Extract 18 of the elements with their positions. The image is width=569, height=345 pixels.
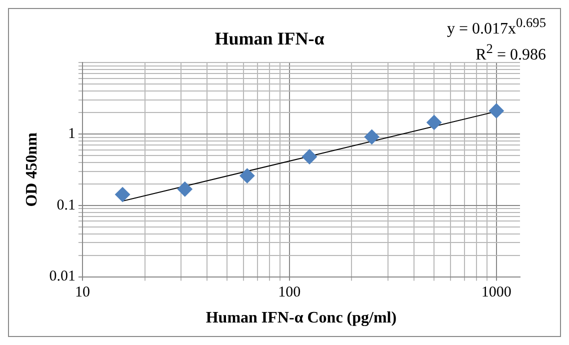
point [240,168,255,184]
x-tick-label: 100 [278,284,301,301]
text: y = 0.017x$^{0.695}$ [446,14,546,40]
point [302,149,317,164]
y-axis-title: OD 450nm [24,132,41,207]
point [364,129,380,144]
chart-title: Human IFN-α [214,28,324,48]
point [177,182,192,197]
x-tick-label: 10 [74,284,90,301]
point [115,187,130,202]
y-tick-label: 1 [68,126,76,142]
x-tick-label: 1000 [481,284,512,301]
point [488,103,504,118]
y-tick-label: 0.01 [49,268,76,285]
x-axis-title: Human IFN-α Conc (pg/ml) [206,310,397,327]
y-tick-label: 0.1 [56,197,76,214]
annotation: R$^{2}$ = 0.986 [474,40,546,66]
point [426,114,442,130]
